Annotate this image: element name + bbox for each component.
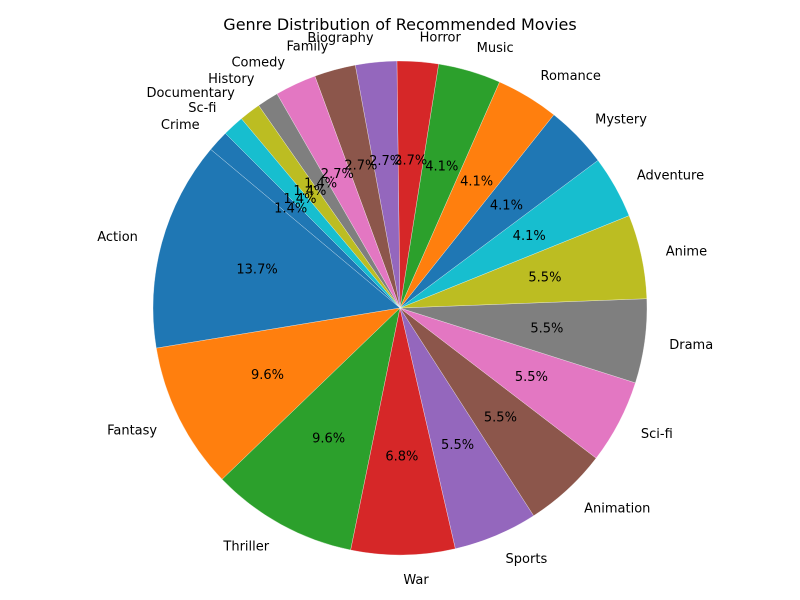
slice-label-fantasy: Fantasy	[107, 423, 157, 438]
slice-percent-comedy: 2.7%	[321, 167, 354, 182]
chart-title: Genre Distribution of Recommended Movies	[223, 15, 576, 34]
slice-label-mystery: Mystery	[595, 112, 647, 127]
pie-percent-labels: 1.4% 13.7% 9.6% 9.6% 6.8% 5.5% 5.5% 5.5% 5.5% 5.5…	[236, 154, 563, 465]
slice-percent-crime: 1.4%	[274, 201, 307, 216]
pie-slice-war	[350, 307, 456, 556]
slice-percent-mystery: 4.1%	[490, 198, 523, 213]
slice-label-romance: Romance	[541, 69, 601, 84]
slice-percent-sci-fi: 5.5%	[515, 370, 548, 385]
slice-label-documentary: Documentary	[146, 86, 235, 101]
slice-label-adventure: Adventure	[637, 168, 704, 183]
slice-label-comedy: Comedy	[231, 55, 285, 70]
pie-slice-fantasy	[156, 307, 401, 480]
slice-percent-animation: 5.5%	[484, 410, 517, 425]
slice-label-history: History	[208, 72, 255, 87]
slice-label-sci-fi: Sci-fi	[641, 427, 673, 442]
slice-percent-thriller: 9.6%	[312, 431, 345, 446]
slice-percent-documentary: 1.4%	[293, 184, 326, 199]
slice-percent-history: 1.4%	[304, 176, 337, 191]
slice-label-sc-fi: Sc-fi	[188, 101, 216, 116]
slice-label-anime: Anime	[666, 245, 707, 260]
slice-percent-adventure: 4.1%	[513, 229, 546, 244]
slice-percent-romance: 4.1%	[460, 175, 493, 190]
slice-label-war: War	[403, 573, 429, 588]
slice-percent-sports: 5.5%	[441, 438, 474, 453]
slice-label-music: Music	[477, 41, 514, 56]
slice-label-crime: Crime	[161, 118, 200, 133]
slice-label-drama: Drama	[669, 338, 713, 353]
slice-percent-biography: 2.7%	[369, 154, 402, 169]
slice-label-family: Family	[286, 39, 328, 54]
slice-label-thriller: Thriller	[222, 540, 269, 555]
slice-percent-drama: 5.5%	[530, 321, 563, 336]
pie-slice-action	[152, 149, 401, 349]
pie-slice-thriller	[221, 307, 401, 551]
slice-percent-war: 6.8%	[385, 450, 418, 465]
pie-slice-sc-fi	[225, 118, 401, 309]
pie-labels: Crime Action Fantasy Thriller War Sports Anima…	[97, 31, 713, 589]
slice-percent-anime: 5.5%	[528, 271, 561, 286]
slice-label-action: Action	[97, 230, 138, 245]
slice-percent-sc-fi: 1.4%	[283, 192, 316, 207]
slice-percent-fantasy: 9.6%	[251, 368, 284, 383]
slice-percent-music: 4.1%	[425, 159, 458, 174]
pie-slices	[152, 60, 648, 556]
slice-label-sports: Sports	[506, 552, 548, 567]
slice-label-horror: Horror	[420, 31, 462, 46]
slice-percent-horror: 2.7%	[394, 154, 427, 169]
slice-percent-action: 13.7%	[236, 262, 277, 277]
slice-percent-family: 2.7%	[344, 159, 377, 174]
slice-label-animation: Animation	[584, 501, 650, 516]
slice-label-biography: Biography	[307, 31, 374, 46]
